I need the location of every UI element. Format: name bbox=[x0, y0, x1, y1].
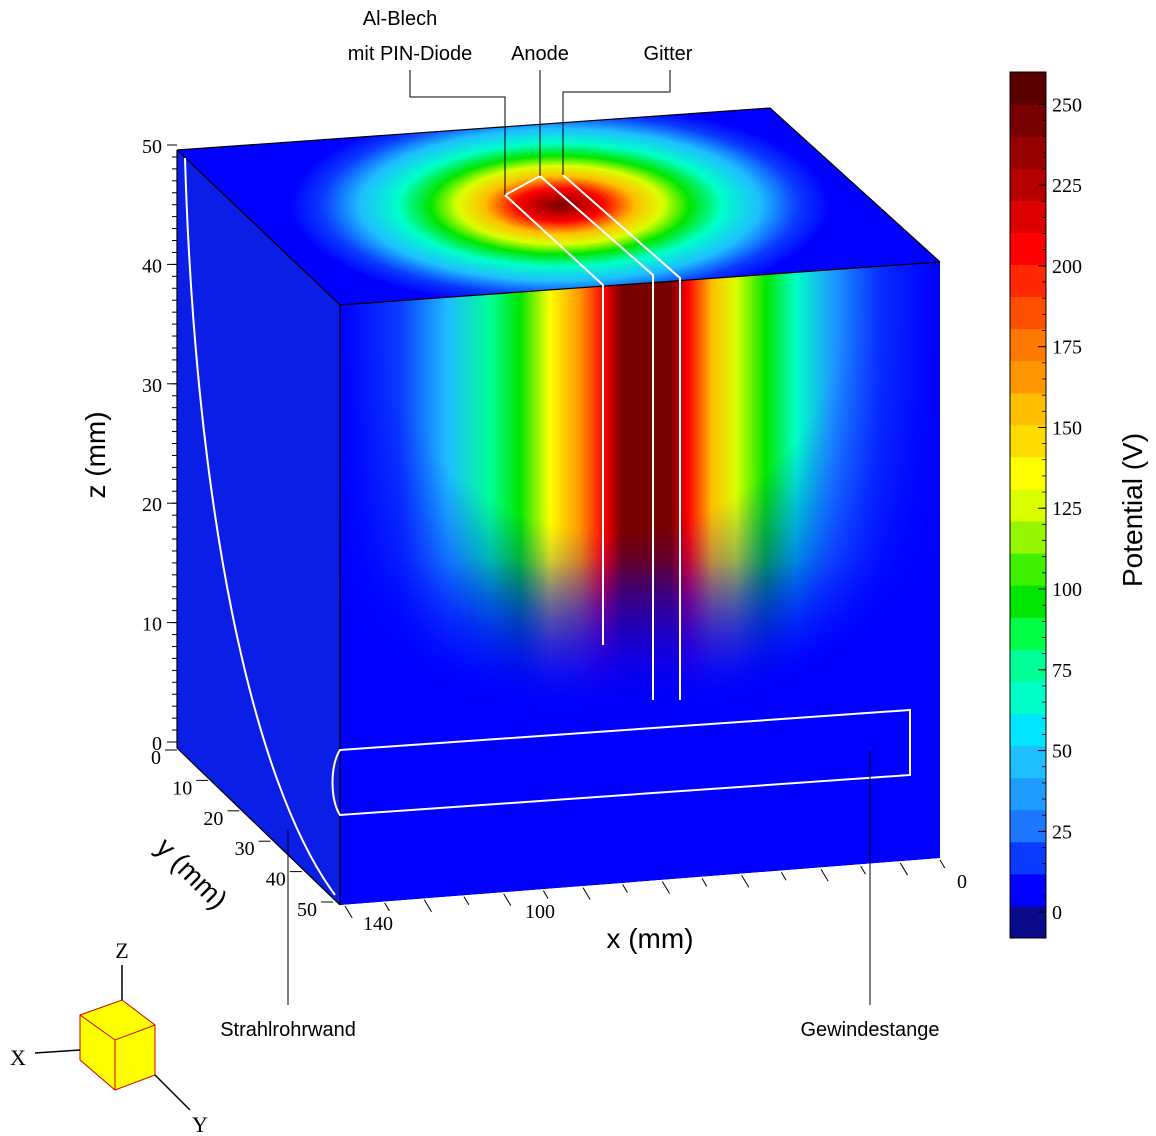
colorbar-tick-label: 150 bbox=[1052, 417, 1082, 439]
x-tick-label: 0 bbox=[957, 871, 967, 893]
x-tick-label: 100 bbox=[525, 901, 555, 923]
colorbar-tick-label: 0 bbox=[1052, 902, 1062, 924]
colorbar-band bbox=[1010, 713, 1046, 747]
colorbar-band bbox=[1010, 809, 1046, 843]
colorbar-tick-label: 25 bbox=[1052, 821, 1072, 843]
z-tick-label: 30 bbox=[142, 375, 162, 397]
colorbar-band bbox=[1010, 521, 1046, 554]
colorbar-band bbox=[1010, 617, 1046, 650]
z-axis-label: z (mm) bbox=[80, 411, 111, 498]
colorbar-band bbox=[1010, 200, 1046, 233]
strahlrohrwand-label: Strahlrohrwand bbox=[220, 1019, 356, 1041]
orientation-x-label: X bbox=[10, 1045, 26, 1070]
y-tick-label: 40 bbox=[266, 869, 286, 891]
colorbar-band bbox=[1010, 168, 1046, 201]
colorbar-band bbox=[1010, 873, 1046, 907]
colorbar-tick-label: 75 bbox=[1052, 660, 1072, 682]
leader-lines bbox=[287, 70, 871, 1005]
colorbar-band bbox=[1010, 905, 1046, 939]
orientation-y-label: Y bbox=[192, 1112, 208, 1136]
colorbar-band bbox=[1010, 360, 1046, 394]
y-tick-label: 0 bbox=[151, 747, 161, 769]
x-axis-ticks: 140 100 0 bbox=[344, 859, 967, 935]
y-tick-label: 30 bbox=[235, 838, 255, 860]
al-blech-label-line2: mit PIN-Diode bbox=[348, 43, 472, 65]
colorbar-band bbox=[1010, 296, 1046, 330]
gewindestange-rod bbox=[331, 708, 911, 817]
colorbar-tick-label: 250 bbox=[1052, 94, 1082, 116]
gitter-electrode bbox=[562, 174, 681, 700]
colorbar-band bbox=[1010, 456, 1046, 490]
left-face bbox=[177, 150, 340, 905]
colorbar-band bbox=[1010, 232, 1046, 265]
y-axis-label: y (mm) bbox=[150, 832, 233, 915]
strahlrohrwand-curve bbox=[184, 157, 336, 896]
colorbar-band bbox=[1010, 104, 1046, 137]
z-tick-label: 40 bbox=[142, 255, 162, 277]
colorbar-band bbox=[1010, 424, 1046, 458]
z-tick-label: 50 bbox=[142, 136, 162, 158]
x-tick-label: 140 bbox=[363, 913, 393, 935]
anode-electrode bbox=[539, 175, 654, 700]
al-blech-electrode bbox=[504, 194, 604, 645]
colorbar-label: Potential (V) bbox=[1117, 433, 1148, 587]
colorbar-band bbox=[1010, 488, 1046, 522]
gewindestange-label: Gewindestange bbox=[801, 1019, 940, 1041]
colorbar-band bbox=[1010, 553, 1046, 586]
z-tick-label: 0 bbox=[152, 733, 162, 755]
colorbar-band bbox=[1010, 841, 1046, 875]
colorbar-band bbox=[1010, 777, 1046, 811]
z-tick-label: 10 bbox=[142, 614, 162, 636]
anode-label: Anode bbox=[511, 43, 569, 65]
colorbar-band bbox=[1010, 392, 1046, 426]
x-axis-label: x (mm) bbox=[606, 923, 693, 954]
colorbar-band bbox=[1010, 585, 1046, 618]
cube-edges bbox=[176, 107, 941, 906]
colorbar-band bbox=[1010, 264, 1046, 298]
y-tick-label: 10 bbox=[172, 777, 192, 799]
colorbar-tick-label: 100 bbox=[1052, 579, 1082, 601]
top-face bbox=[177, 108, 940, 305]
orientation-z-label: Z bbox=[115, 938, 128, 963]
y-tick-label: 20 bbox=[203, 808, 223, 830]
al-blech-label-line1: Al-Blech bbox=[363, 8, 437, 30]
colorbar-band bbox=[1010, 328, 1046, 362]
colorbar-tick-label: 200 bbox=[1052, 256, 1082, 278]
gitter-label: Gitter bbox=[644, 43, 693, 65]
front-face bbox=[340, 262, 940, 905]
colorbar-tick-label: 225 bbox=[1052, 175, 1082, 197]
colorbar: 0 25 50 75 100 125 150 175 200 225 250 bbox=[1009, 71, 1082, 939]
colorbar-tick-label: 175 bbox=[1052, 337, 1082, 359]
y-axis-ticks: 0 10 20 30 40 50 bbox=[151, 747, 333, 921]
y-tick-label: 50 bbox=[297, 899, 317, 921]
colorbar-band bbox=[1010, 136, 1046, 169]
z-tick-label: 20 bbox=[142, 494, 162, 516]
orientation-widget: Z X Y bbox=[10, 938, 208, 1136]
electrodes bbox=[504, 174, 681, 700]
colorbar-tick-label: 50 bbox=[1052, 741, 1072, 763]
colorbar-tick-label: 125 bbox=[1052, 498, 1082, 520]
colorbar-band bbox=[1010, 72, 1046, 105]
z-axis-ticks: 0 10 20 30 40 50 bbox=[142, 136, 177, 755]
colorbar-band bbox=[1010, 681, 1046, 714]
colorbar-band bbox=[1010, 649, 1046, 682]
